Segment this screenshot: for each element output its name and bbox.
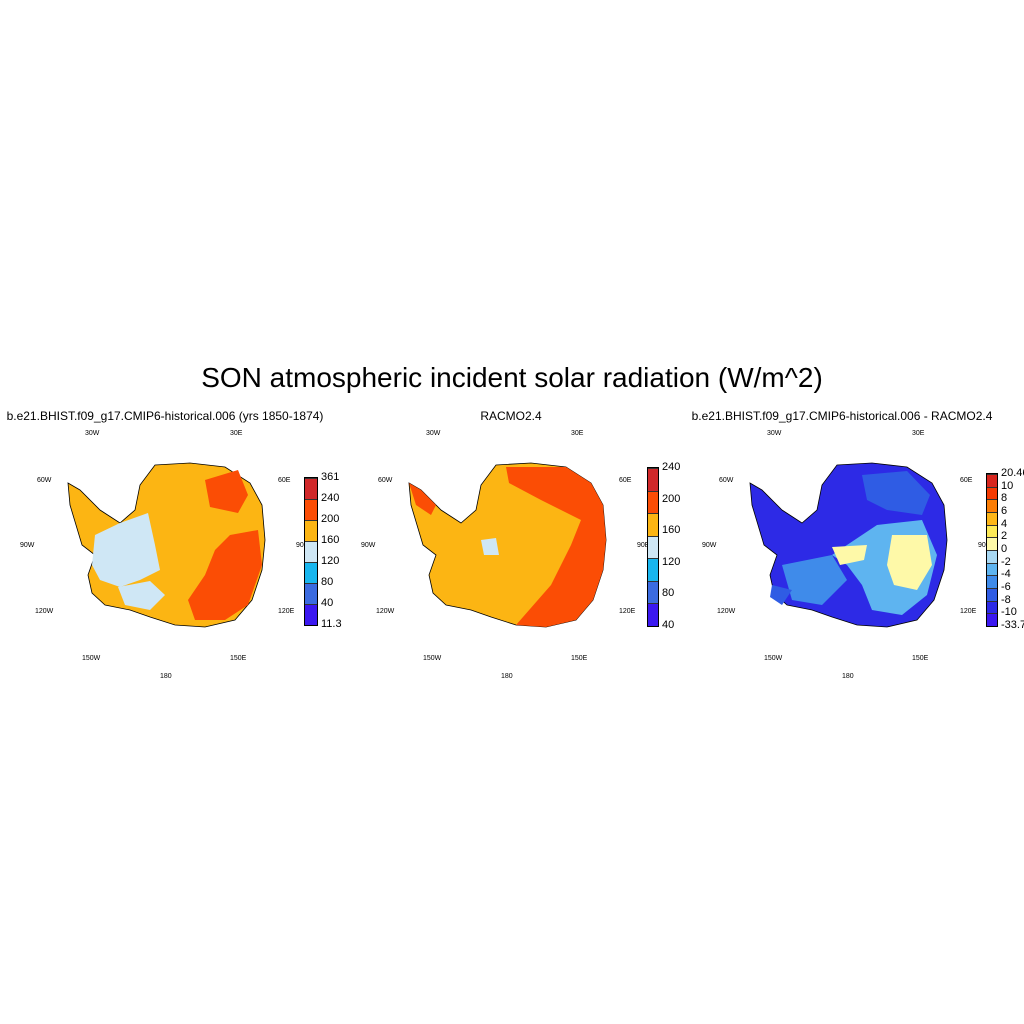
colorbar-label: 120: [321, 555, 340, 567]
lon-label: 120W: [35, 608, 54, 615]
colorbar-label: 361: [321, 471, 340, 483]
panel-title: b.e21.BHIST.f09_g17.CMIP6-historical.006…: [691, 409, 993, 423]
colorbar-segment: [305, 478, 317, 499]
panel-title: b.e21.BHIST.f09_g17.CMIP6-historical.006…: [6, 409, 324, 423]
colorbar-label: 40: [321, 597, 334, 609]
lon-label: 60W: [719, 477, 734, 484]
colorbar-segment: [648, 580, 658, 604]
antarctica-map: [67, 462, 266, 628]
colorbar-segment: [987, 474, 997, 487]
colorbar-segment: [305, 583, 317, 604]
colorbar-label: 4: [1001, 517, 1008, 530]
colorbar-segment: [648, 468, 658, 491]
colorbar-segment: [987, 537, 997, 550]
colorbar-label: 200: [662, 492, 681, 505]
colorbar-label: 2: [1001, 530, 1008, 543]
colorbar-segment: [648, 558, 658, 581]
colorbar-segment: [987, 613, 997, 626]
lon-label: 60E: [960, 477, 973, 484]
colorbar-segment: [987, 600, 997, 614]
colorbar-segment: [305, 604, 317, 625]
colorbar-segment: [987, 575, 997, 588]
colorbar-label: -2: [1001, 555, 1011, 568]
lon-label: 120E: [960, 608, 977, 615]
colorbar-segment: [987, 524, 997, 538]
antarctica-map: [408, 462, 607, 628]
lon-label: 60W: [378, 477, 393, 484]
colorbar-label: 8: [1001, 492, 1008, 505]
panel-title: RACMO2.4: [480, 409, 542, 423]
lon-label: 60E: [619, 477, 632, 484]
lon-label: 150W: [423, 655, 442, 662]
lon-label: 180: [842, 673, 854, 680]
colorbar-segment: [648, 513, 658, 536]
colorbar-label: 0: [1001, 543, 1008, 555]
colorbar-segment: [987, 562, 997, 576]
colorbar-label: 80: [321, 576, 334, 588]
colorbar-segment: [305, 499, 317, 520]
panel-diff: b.e21.BHIST.f09_g17.CMIP6-historical.006…: [682, 405, 1024, 695]
lon-label: 120E: [619, 608, 636, 615]
colorbar-label: 160: [662, 524, 681, 537]
colorbar-label: 160: [321, 534, 340, 546]
lon-label: 150E: [912, 655, 929, 662]
lon-label: 30W: [426, 430, 441, 437]
lon-label: 90W: [20, 542, 35, 549]
lon-label: 180: [501, 673, 513, 680]
colorbar-label: -6: [1001, 581, 1011, 593]
colorbar-label: 10: [1001, 479, 1014, 492]
colorbar-label: -10: [1001, 606, 1017, 619]
colorbar-segment: [987, 486, 997, 500]
colorbar: 240 200 160 120 80 40: [647, 461, 680, 631]
colorbar-segment: [648, 535, 658, 559]
colorbar-label: -4: [1001, 568, 1011, 581]
colorbar-segment: [305, 562, 317, 583]
lon-label: 150W: [82, 655, 101, 662]
lon-label: 90E: [978, 542, 991, 549]
antarctica-map: [749, 462, 948, 628]
colorbar-label: 200: [321, 513, 340, 525]
colorbar-segment: [305, 541, 317, 562]
main-title: SON atmospheric incident solar radiation…: [201, 362, 823, 393]
colorbar-segment: [987, 588, 997, 601]
lon-label: 90E: [296, 542, 309, 549]
colorbar-segment: [648, 490, 658, 514]
lon-label: 90E: [637, 542, 650, 549]
colorbar-segment: [987, 499, 997, 512]
lon-label: 30E: [230, 430, 243, 437]
lon-label: 60E: [278, 477, 291, 484]
colorbar-label: 11.3: [321, 618, 342, 630]
colorbar-segment: [305, 520, 317, 541]
lon-label: 150E: [571, 655, 588, 662]
lon-label: 180: [160, 673, 172, 680]
lon-label: 90W: [361, 542, 376, 549]
lon-label: 120W: [376, 608, 395, 615]
colorbar-label: 240: [321, 492, 340, 504]
colorbar-label: 120: [662, 555, 681, 568]
colorbar-label: 6: [1001, 505, 1008, 517]
colorbar-segment: [987, 550, 997, 563]
colorbar-label: 80: [662, 587, 675, 600]
lon-label: 150W: [764, 655, 783, 662]
lon-label: 150E: [230, 655, 247, 662]
colorbar-segment: [648, 603, 658, 626]
lon-label: 30E: [571, 430, 584, 437]
colorbar-label: 40: [662, 619, 675, 631]
colorbar-label: -8: [1001, 593, 1011, 606]
colorbar-label: -33.7: [1001, 619, 1024, 631]
panel-model: b.e21.BHIST.f09_g17.CMIP6-historical.006…: [0, 405, 342, 695]
colorbar-label: 20.46: [1001, 467, 1024, 479]
lon-label: 60W: [37, 477, 52, 484]
lon-label: 30W: [85, 430, 100, 437]
lon-label: 120E: [278, 608, 295, 615]
lon-label: 30E: [912, 430, 925, 437]
lon-label: 30W: [767, 430, 782, 437]
colorbar-segment: [987, 512, 997, 525]
colorbar: 361 240 200 160 120 80 40 11.3: [304, 471, 342, 630]
panel-obs: RACMO2.4 30W 30E 60W 60E 90W 90E 120W 12…: [341, 405, 681, 695]
lon-label: 90W: [702, 542, 717, 549]
colorbar-label: 240: [662, 461, 681, 473]
lon-label: 120W: [717, 608, 736, 615]
colorbar: 20.461086420-2-4-6-8-10-33.7: [986, 467, 1024, 631]
